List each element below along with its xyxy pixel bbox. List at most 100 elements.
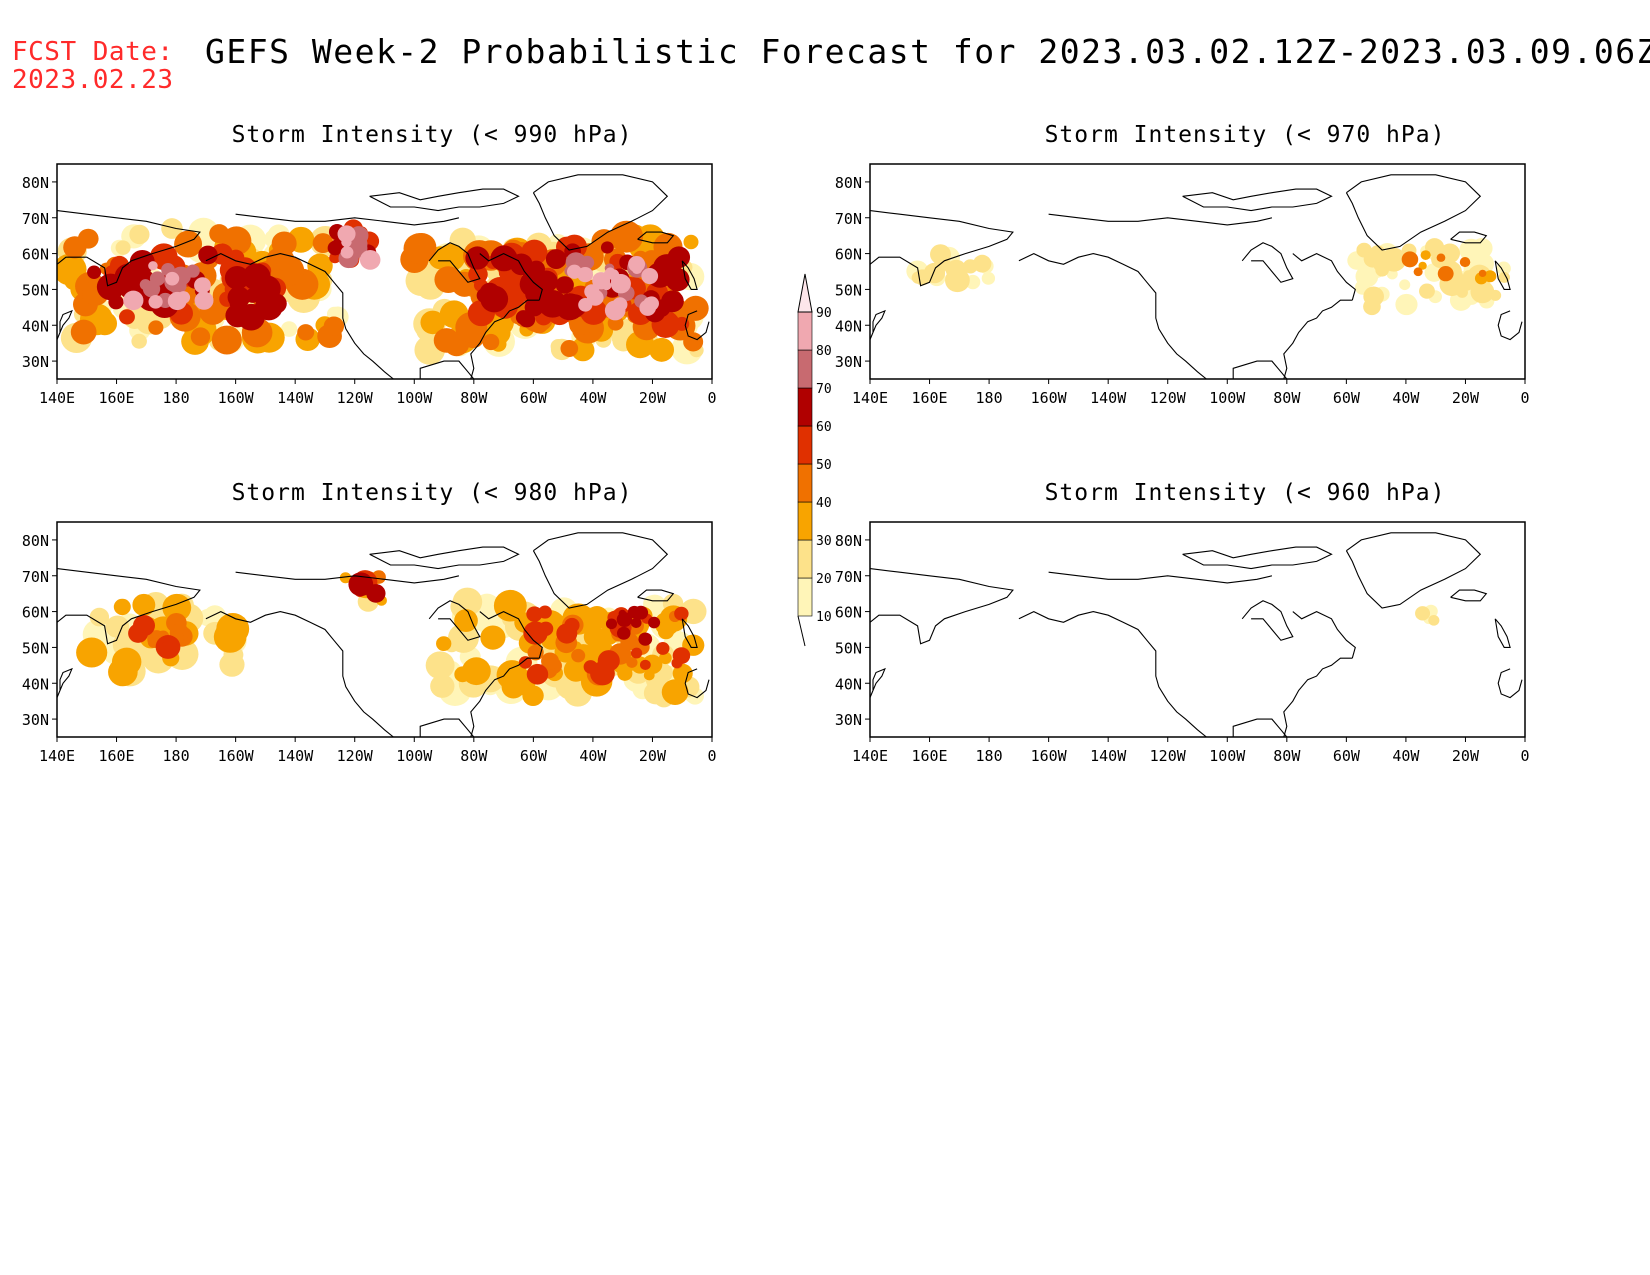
probability-cell <box>1478 269 1487 278</box>
colorbar-tick-label: 20 <box>816 572 832 587</box>
coastline <box>684 668 710 699</box>
lat-tick-label: 60N <box>835 246 862 264</box>
coastline <box>1048 571 1273 584</box>
probability-cell <box>224 266 250 290</box>
probability-cell <box>541 652 559 670</box>
probability-cell <box>1415 606 1431 621</box>
probability-cell <box>1459 257 1471 268</box>
lon-tick-label: 120W <box>1150 389 1187 407</box>
coastline <box>637 589 675 602</box>
probability-cell <box>1437 266 1454 282</box>
lon-tick-label: 120W <box>1150 747 1187 765</box>
colorbar-tick-label: 80 <box>816 344 832 359</box>
colorbar-tick-label: 30 <box>816 534 832 549</box>
probability-cell <box>584 606 610 630</box>
probability-cell <box>1496 261 1511 276</box>
colorbar-swatch <box>797 273 813 313</box>
map-background <box>870 522 1525 737</box>
lon-tick-label: 120W <box>337 389 374 407</box>
probability-cell <box>656 642 670 655</box>
lat-tick-label: 40N <box>22 317 49 335</box>
probability-cell <box>545 249 567 269</box>
probability-cell <box>1399 279 1411 291</box>
coastline <box>1241 242 1294 283</box>
coastline <box>1283 299 1353 379</box>
panel-title: Storm Intensity (< 980 hPa) <box>231 480 633 506</box>
probability-cell <box>1483 270 1497 283</box>
probability-cell <box>611 274 627 289</box>
probability-cell <box>433 328 460 353</box>
probability-cell <box>198 245 218 265</box>
coastline <box>1494 260 1511 290</box>
probability-cell <box>454 609 478 632</box>
probability-cell <box>627 605 641 619</box>
lon-tick-label: 140E <box>39 747 75 765</box>
probability-cell <box>1375 263 1389 277</box>
map-990: 80N 70N 60N 50N 40N 30N 140E 160E 180 160W 140W 120… <box>22 163 717 407</box>
lon-tick-label: 140W <box>1090 389 1127 407</box>
probability-cell <box>571 648 586 663</box>
map-frame <box>869 521 1526 738</box>
probability-cell <box>113 598 131 616</box>
probability-cell <box>96 273 125 301</box>
probability-cell <box>327 240 343 256</box>
lon-tick-label: 100W <box>1209 389 1246 407</box>
probability-cell <box>89 607 110 627</box>
colorbar-swatch <box>797 387 813 427</box>
colorbar-tick-label: 70 <box>816 382 832 397</box>
page-title: GEFS Week-2 Probabilistic Forecast for 2… <box>205 32 1650 71</box>
lat-tick-label: 40N <box>835 675 862 693</box>
probability-cell <box>87 265 102 280</box>
lat-tick-label: 80N <box>835 174 862 192</box>
probability-cell <box>605 618 618 630</box>
coastline <box>1450 589 1488 602</box>
probability-cell <box>668 270 689 290</box>
probability-cell <box>661 679 689 705</box>
probability-cell <box>129 224 150 245</box>
map-970: 80N 70N 60N 50N 40N 30N 140E 160E 180 160W 140W 120… <box>835 163 1530 407</box>
probability-cell <box>129 249 155 275</box>
lon-tick-label: 40W <box>579 389 607 407</box>
probability-cell <box>972 254 992 273</box>
lon-tick-label: 80W <box>460 747 488 765</box>
lon-tick-label: 0 <box>1520 389 1529 407</box>
probability-cell <box>186 264 200 278</box>
probability-cell <box>480 625 506 650</box>
lat-tick-label: 80N <box>22 532 49 550</box>
probability-cell <box>1451 270 1464 282</box>
probability-cell <box>1463 270 1475 282</box>
probability-cell <box>63 236 87 259</box>
probability-cell <box>520 270 544 293</box>
coastline <box>57 667 73 698</box>
probability-cell <box>1363 286 1384 307</box>
lon-tick-label: 140W <box>1090 747 1127 765</box>
lon-tick-label: 0 <box>707 747 716 765</box>
colorbar-tick-label: 40 <box>816 496 832 511</box>
probability-cell <box>194 291 214 310</box>
probability-cell <box>630 617 642 629</box>
probability-cell <box>219 652 245 677</box>
coastline <box>870 210 1014 287</box>
coastline <box>1182 188 1333 212</box>
coastline <box>479 610 543 659</box>
probability-cell <box>436 243 466 272</box>
coastline <box>479 252 543 301</box>
probability-cell <box>461 657 491 686</box>
probability-cell <box>923 262 946 284</box>
coastline <box>57 210 201 287</box>
coastline <box>684 310 710 341</box>
probability-cell <box>161 218 183 239</box>
probability-cell <box>1418 261 1427 270</box>
probability-cell <box>138 620 152 634</box>
probability-cell <box>339 572 352 584</box>
probability-cell <box>1370 245 1385 260</box>
lon-tick-label: 160W <box>1031 389 1068 407</box>
probability-cell <box>493 589 527 622</box>
lat-tick-label: 30N <box>22 711 49 729</box>
probability-cell <box>1470 280 1495 304</box>
lon-tick-label: 180 <box>976 747 1003 765</box>
lon-tick-label: 160W <box>218 389 255 407</box>
probability-cell <box>1436 253 1446 262</box>
coastline <box>470 299 540 379</box>
lon-tick-label: 20W <box>639 747 667 765</box>
